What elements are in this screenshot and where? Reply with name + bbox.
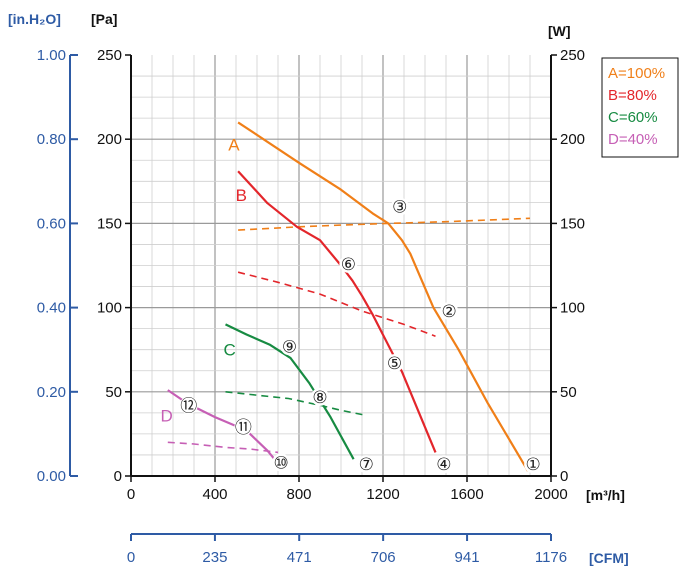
x-tick-label: 2000: [534, 486, 567, 503]
marker-label: ⑦: [359, 455, 374, 474]
legend: A=100% B=80% C=60% D=40%: [601, 57, 679, 158]
marker-background: [385, 354, 404, 373]
y-right-tick-label: 150: [560, 215, 585, 232]
power-curve-b: [237, 271, 436, 337]
pressure-curves: [167, 121, 529, 472]
plot-frame: [130, 55, 552, 477]
operating-point-marker: ⑦: [357, 455, 376, 474]
x-axis-label-m3h: [m³/h]: [586, 487, 625, 503]
marker-background: [272, 453, 291, 472]
marker-background: [311, 387, 329, 406]
inh2o-tick-label: 1.00: [37, 47, 66, 64]
y-right-tick-label: 0: [560, 468, 568, 485]
marker-background: [390, 197, 409, 216]
y-tick-label: 100: [97, 300, 122, 317]
cfm-tick-label: 941: [455, 549, 480, 566]
operating-point-markers: ① ② ③ ④ ⑤ ⑥ ⑦ ⑧ ⑨ ⑩ ⑪ ⑫: [179, 197, 543, 474]
y-tick-label: 250: [97, 47, 122, 64]
y-axis-label-pa: [Pa]: [91, 11, 117, 27]
y-right-tick-label: 50: [560, 384, 577, 401]
marker-label: ①: [526, 455, 541, 474]
marker-label: ⑪: [235, 418, 252, 437]
x-tick-label: 1600: [450, 486, 483, 503]
x-axis-label-cfm: [CFM]: [589, 550, 629, 566]
cfm-tick-label: 1176: [535, 549, 567, 566]
marker-background: [234, 418, 253, 437]
marker-label: ⑤: [387, 354, 402, 373]
marker-label: ⑧: [312, 388, 327, 407]
y-tick-label: 200: [97, 131, 122, 148]
marker-background: [179, 396, 198, 415]
operating-point-marker: ①: [524, 455, 543, 474]
axes: 0 400 800 1200 1600 2000050100150200250050100…: [37, 47, 585, 566]
power-curve-d: [167, 441, 279, 454]
cfm-tick-label: 235: [202, 549, 227, 566]
marker-background: [434, 455, 453, 474]
operating-point-marker: ⑪: [234, 418, 253, 437]
operating-point-marker: ④: [434, 455, 453, 474]
operating-point-marker: ⑥: [339, 254, 358, 274]
cfm-tick-label: 706: [371, 549, 396, 566]
legend-entry-a: A=100%: [608, 65, 665, 82]
power-curve-a: [238, 217, 531, 231]
x-tick-label: 400: [202, 486, 227, 503]
operating-point-marker: ⑤: [385, 354, 404, 373]
operating-point-marker: ②: [440, 301, 459, 321]
operating-point-marker: ⑩: [272, 453, 291, 473]
marker-label: ⑥: [341, 255, 356, 274]
y-right-tick-label: 100: [560, 300, 585, 317]
legend-entry-b: B=80%: [608, 87, 657, 104]
cfm-tick-label: 0: [127, 549, 135, 566]
power-curve-c: [225, 391, 367, 417]
y-axis-label-inh2o: [in.H₂O]: [8, 11, 61, 27]
marker-background: [357, 455, 376, 474]
y-tick-label: 50: [105, 384, 122, 401]
marker-label: ③: [392, 198, 407, 217]
inh2o-tick-label: 0.40: [37, 300, 66, 317]
marker-label: ②: [442, 302, 457, 321]
marker-background: [280, 337, 299, 356]
operating-point-marker: ③: [390, 197, 409, 217]
pressure-curve-c: [225, 323, 355, 460]
marker-label: ⑨: [282, 337, 297, 356]
y-axis-label-w: [W]: [548, 23, 571, 39]
pressure-curve-a: [237, 121, 529, 472]
x-tick-label: 800: [286, 486, 311, 503]
x-tick-label: 1200: [366, 486, 399, 503]
y-tick-label: 0: [114, 468, 122, 485]
operating-point-marker: ⑧: [311, 387, 329, 407]
y-tick-label: 150: [97, 215, 122, 232]
inh2o-tick-label: 0.60: [37, 215, 66, 232]
marker-label: ④: [436, 455, 451, 474]
inh2o-tick-label: 0.20: [37, 384, 66, 401]
marker-label: ⑫: [180, 396, 197, 415]
marker-background: [339, 254, 358, 273]
series-letter-b: B: [236, 186, 247, 205]
y-right-tick-label: 250: [560, 47, 585, 64]
marker-label: ⑩: [274, 454, 289, 473]
series-letter-a: A: [228, 135, 240, 154]
series-letters: A B C D: [161, 135, 247, 425]
inh2o-tick-label: 0.00: [37, 468, 66, 485]
legend-entry-c: C=60%: [608, 109, 658, 126]
series-letter-d: D: [161, 406, 173, 425]
marker-background: [440, 301, 459, 320]
cfm-tick-label: 471: [287, 549, 312, 566]
legend-box: [601, 57, 679, 158]
x-tick-label: 0: [127, 486, 135, 503]
operating-point-marker: ⑨: [280, 337, 299, 356]
power-curves: [167, 217, 531, 454]
inh2o-tick-label: 0.80: [37, 131, 66, 148]
series-letter-c: C: [224, 341, 236, 360]
y-right-tick-label: 200: [560, 131, 585, 148]
marker-background: [524, 455, 543, 474]
legend-entry-d: D=40%: [608, 131, 658, 148]
pressure-curve-b: [237, 170, 437, 453]
operating-point-marker: ⑫: [179, 396, 198, 415]
